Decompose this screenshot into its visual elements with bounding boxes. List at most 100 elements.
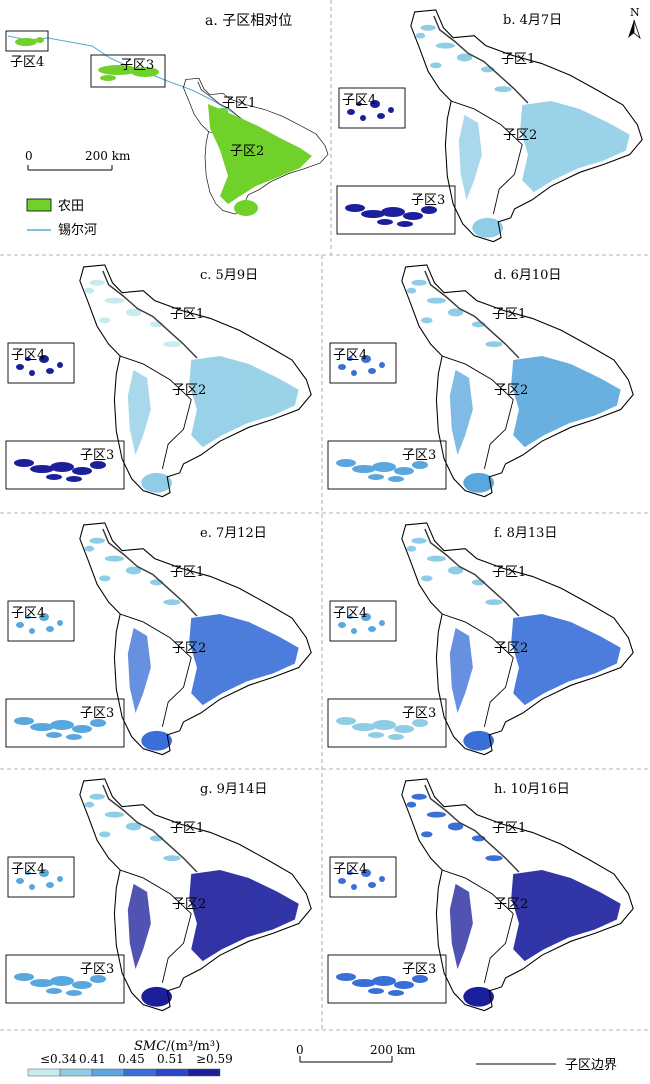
- panel-title: f. 8月13日: [494, 526, 557, 541]
- legend-class-label: ≤0.34: [40, 1052, 77, 1066]
- subregion-3-inset: 子区3: [5, 954, 125, 1004]
- region-map: [410, 9, 643, 243]
- subregion-4-label: 子区4: [11, 348, 45, 363]
- subregion-4-patches: [16, 869, 63, 890]
- subregion-3-label: 子区3: [80, 706, 114, 721]
- subregion-3-label: 子区3: [402, 962, 436, 977]
- subregion-4-patches: [16, 613, 63, 634]
- panel-title: h. 10月16日: [494, 782, 570, 797]
- panel-title: a. 子区相对位: [205, 13, 292, 29]
- subregion-4-inset: 子区4: [7, 856, 75, 898]
- south-patch: [463, 986, 494, 1007]
- subregion-4-patches: [16, 355, 63, 376]
- north-arrow: N: [628, 6, 641, 40]
- legend-swatch: [27, 1068, 61, 1077]
- subregion-4-patches: [338, 869, 385, 890]
- smc-legend-title: SMC/(m³/m³): [134, 1039, 220, 1054]
- subregion-3-inset: 子区3: [327, 698, 447, 748]
- subregion-1-label: 子区1: [501, 52, 535, 67]
- subregion-4-inset: 子区4: [7, 342, 75, 384]
- subregion-3-inset: 子区3: [327, 954, 447, 1004]
- subregion-1-patches: [84, 793, 181, 862]
- smc-legend-unit: /(m³/m³): [166, 1039, 220, 1054]
- subregion-2-patches: [458, 101, 630, 201]
- subregion-1-label: 子区1: [222, 96, 256, 111]
- south-patch: [141, 472, 172, 493]
- subregion-1-label: 子区1: [492, 307, 526, 322]
- subregion-3-patches: [14, 717, 106, 740]
- south-patch: [141, 730, 172, 751]
- subregion-1-patches: [406, 279, 503, 348]
- region-map: [401, 522, 634, 756]
- subregion-4-label: 子区4: [11, 862, 45, 877]
- legend-class-label: 0.45: [118, 1052, 145, 1066]
- panel-title: e. 7月12日: [200, 526, 267, 541]
- legend-swatch: [155, 1068, 189, 1077]
- panel-title: g. 9月14日: [200, 782, 267, 797]
- subregion-4-inset: 子区4: [338, 87, 406, 129]
- subregion-1-label: 子区1: [492, 565, 526, 580]
- legend-swatches: [27, 1068, 221, 1077]
- south-patch: [141, 986, 172, 1007]
- subregion-4-label: 子区4: [333, 606, 367, 621]
- scale-zero: 0: [25, 149, 33, 163]
- region-map: [79, 778, 312, 1012]
- subregion-4-label: 子区4: [11, 606, 45, 621]
- south-patch: [472, 217, 503, 238]
- subregion-3-box: [90, 54, 166, 88]
- legend-class-label: 0.41: [79, 1052, 106, 1066]
- panel-title: b. 4月7日: [503, 13, 562, 28]
- subregion-2-label: 子区2: [503, 128, 537, 143]
- region-map: [401, 264, 634, 498]
- farmland-swatch: [26, 198, 52, 212]
- subregion-2-label: 子区2: [172, 897, 206, 912]
- subregion-1-patches: [84, 279, 181, 348]
- subregion-3-label: 子区3: [402, 706, 436, 721]
- subregion-4-patches: [338, 613, 385, 634]
- subregion-3-inset: 子区3: [327, 440, 447, 490]
- farmland-label: 农田: [58, 199, 84, 214]
- region-map: [401, 778, 634, 1012]
- subregion-1-label: 子区1: [170, 565, 204, 580]
- subregion-2-label: 子区2: [494, 383, 528, 398]
- farmland-patches: [98, 65, 159, 81]
- north-label: N: [630, 6, 640, 19]
- scale-km: 200 km: [370, 1043, 416, 1057]
- legend-class-label: 0.51: [157, 1052, 184, 1066]
- subregion-2-label: 子区2: [172, 641, 206, 656]
- subregion-3-label: 子区3: [120, 58, 154, 73]
- south-patch: [463, 472, 494, 493]
- legend-class-label: ≥0.59: [196, 1052, 233, 1066]
- scale-bar: 0 200 km: [25, 149, 131, 171]
- legend-swatch: [59, 1068, 93, 1077]
- subregion-3-label: 子区3: [402, 448, 436, 463]
- bottom-scale-bar: 0 200 km: [296, 1043, 416, 1063]
- subregion-1-patches: [415, 24, 512, 93]
- river-label: 锡尔河: [58, 223, 97, 238]
- subregion-2-label: 子区2: [172, 383, 206, 398]
- subregion-1-patches: [406, 793, 503, 862]
- subregion-2-label: 子区2: [230, 144, 264, 159]
- smc-legend: SMC/(m³/m³) ≤0.34 0.41 0.45 0.51 ≥0.59: [27, 1039, 233, 1077]
- subregion-3-patches: [336, 973, 428, 996]
- subregion-2-patches: [127, 356, 299, 456]
- subregion-2-label: 子区2: [494, 641, 528, 656]
- south-patch: [463, 730, 494, 751]
- subregion-2-patches: [449, 614, 621, 714]
- region-map: [79, 522, 312, 756]
- panel-title: d. 6月10日: [494, 268, 561, 283]
- subregion-3-label: 子区3: [411, 193, 445, 208]
- panel-title: c. 5月9日: [200, 268, 258, 283]
- legend-swatch: [123, 1068, 157, 1077]
- legend-swatch: [91, 1068, 125, 1077]
- subregion-3-inset: 子区3: [336, 185, 456, 235]
- subregion-4-box: [5, 30, 49, 52]
- boundary-label: 子区边界: [565, 1058, 617, 1073]
